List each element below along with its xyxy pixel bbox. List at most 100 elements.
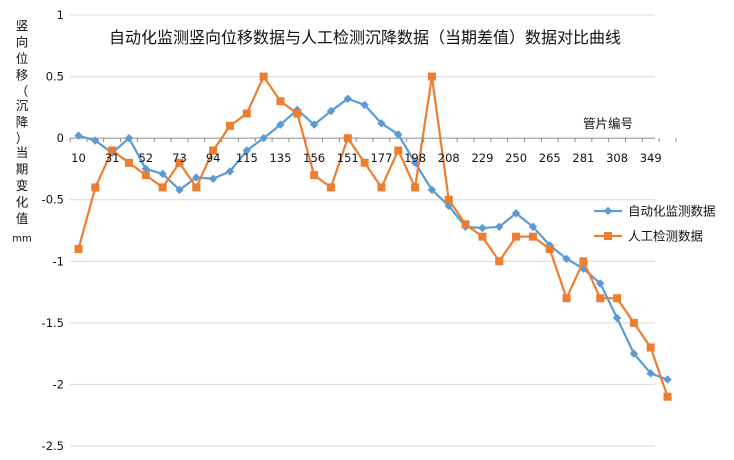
data-point bbox=[427, 185, 437, 195]
data-point bbox=[596, 279, 605, 288]
data-point bbox=[175, 185, 184, 195]
axes bbox=[69, 137, 677, 143]
data-point bbox=[141, 171, 150, 180]
data-point bbox=[124, 133, 134, 143]
x-axis-label: 管片编号 bbox=[583, 116, 633, 131]
data-point bbox=[629, 318, 638, 327]
x-tick-label: 73 bbox=[172, 151, 187, 165]
data-point bbox=[91, 136, 100, 145]
x-tick-label: 177 bbox=[370, 151, 392, 165]
data-point bbox=[310, 171, 319, 180]
data-point bbox=[646, 343, 655, 352]
y-tick-label: 0.5 bbox=[46, 70, 64, 84]
data-point bbox=[646, 369, 655, 378]
data-point bbox=[192, 183, 201, 192]
data-point bbox=[309, 120, 319, 129]
labels: 自动化监测竖向位移数据与人工检测沉降数据（当期差值）数据对比曲线 管片编号 10… bbox=[12, 8, 661, 453]
x-tick-label: 151 bbox=[337, 151, 359, 165]
data-point bbox=[326, 183, 335, 192]
data-point bbox=[225, 121, 234, 130]
y-axis-label-char: 值 bbox=[16, 211, 29, 226]
x-tick-label: 349 bbox=[640, 151, 662, 165]
data-point bbox=[158, 183, 167, 192]
data-point bbox=[562, 294, 571, 303]
data-point bbox=[242, 146, 251, 155]
x-tick-label: 229 bbox=[471, 151, 493, 165]
data-point bbox=[192, 173, 201, 182]
data-point bbox=[124, 158, 133, 167]
data-point bbox=[293, 109, 302, 118]
y-axis-label-char: 竖 bbox=[16, 18, 29, 33]
y-axis-label-char: 向 bbox=[16, 35, 29, 50]
data-point bbox=[478, 232, 487, 241]
data-point bbox=[444, 195, 453, 204]
legend-marker bbox=[603, 206, 613, 216]
x-tick-label: 208 bbox=[438, 151, 460, 165]
data-point bbox=[596, 294, 605, 303]
data-point bbox=[74, 244, 83, 253]
data-point bbox=[209, 146, 218, 155]
data-point bbox=[512, 232, 521, 241]
y-axis-label-char: 降 bbox=[16, 115, 29, 130]
data-point bbox=[528, 232, 537, 241]
data-point bbox=[343, 94, 352, 103]
data-point bbox=[511, 209, 521, 218]
data-point bbox=[360, 158, 369, 167]
data-point bbox=[208, 174, 218, 183]
data-point bbox=[276, 97, 285, 106]
x-tick-label: 198 bbox=[404, 151, 426, 165]
y-axis-label-char: 变 bbox=[16, 178, 29, 193]
y-axis-unit: mm bbox=[12, 234, 31, 245]
data-point bbox=[225, 167, 235, 176]
data-point bbox=[528, 222, 538, 232]
data-point bbox=[495, 257, 504, 266]
y-tick-label: -0.5 bbox=[42, 193, 64, 207]
y-axis-label-char: 当 bbox=[16, 145, 29, 160]
series-line-2 bbox=[77, 75, 669, 398]
data-point bbox=[629, 349, 639, 358]
data-point bbox=[478, 223, 487, 233]
data-point bbox=[377, 183, 386, 192]
data-point bbox=[259, 72, 268, 81]
x-tick-label: 308 bbox=[606, 151, 628, 165]
data-point bbox=[562, 254, 571, 264]
series-lines bbox=[74, 72, 672, 401]
x-tick-label: 156 bbox=[303, 151, 325, 165]
data-point bbox=[579, 257, 588, 266]
data-point bbox=[74, 131, 83, 140]
y-axis-label-char: 化 bbox=[16, 195, 29, 210]
data-point bbox=[343, 134, 352, 143]
y-tick-label: -1 bbox=[53, 254, 64, 268]
x-tick-label: 135 bbox=[269, 151, 291, 165]
data-point bbox=[91, 183, 100, 192]
x-tick-label: 115 bbox=[236, 151, 258, 165]
data-point bbox=[360, 100, 369, 110]
data-point bbox=[175, 158, 184, 167]
data-point bbox=[495, 222, 504, 232]
chart-title: 自动化监测竖向位移数据与人工检测沉降数据（当期差值）数据对比曲线 bbox=[109, 28, 621, 47]
data-point bbox=[461, 220, 470, 229]
x-tick-label: 10 bbox=[71, 151, 86, 165]
data-point bbox=[259, 133, 268, 143]
data-point bbox=[326, 106, 336, 116]
y-tick-label: 0 bbox=[57, 131, 64, 145]
data-point bbox=[411, 183, 420, 192]
x-tick-label: 265 bbox=[539, 151, 561, 165]
data-point bbox=[394, 130, 403, 139]
x-tick-label: 52 bbox=[138, 151, 153, 165]
y-axis-label-char: 位 bbox=[16, 51, 29, 66]
legend-label: 自动化监测数据 bbox=[628, 204, 716, 219]
y-axis-label-char: 期 bbox=[16, 162, 29, 177]
x-tick-label: 281 bbox=[572, 151, 594, 165]
y-axis-label-char: 移 bbox=[16, 68, 29, 83]
data-point bbox=[108, 146, 117, 155]
y-tick-label: -1.5 bbox=[42, 316, 64, 330]
data-point bbox=[613, 294, 622, 303]
data-point bbox=[394, 146, 403, 155]
data-point bbox=[141, 164, 151, 174]
data-point bbox=[612, 313, 622, 323]
data-point bbox=[663, 375, 672, 384]
y-axis-label-char: （ bbox=[16, 84, 29, 99]
